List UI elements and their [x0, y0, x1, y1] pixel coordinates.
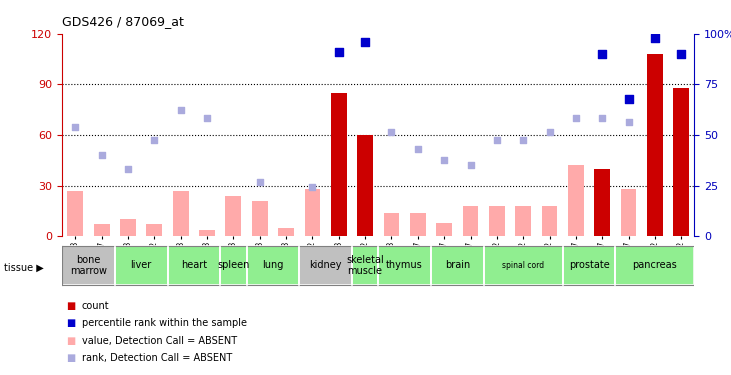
Point	[518, 137, 529, 143]
Point	[386, 129, 398, 135]
Point	[69, 124, 81, 130]
Bar	[299, 246, 352, 285]
Bar	[357, 135, 373, 236]
Point	[333, 49, 344, 55]
Text: thymus: thymus	[386, 260, 423, 270]
Point	[570, 115, 582, 121]
Text: count: count	[82, 301, 110, 310]
Bar	[331, 93, 346, 236]
Bar	[146, 224, 162, 236]
Bar	[67, 190, 83, 236]
Text: kidney: kidney	[309, 260, 342, 270]
Bar	[246, 246, 299, 285]
Bar	[621, 189, 637, 236]
Bar	[616, 246, 694, 285]
Text: brain: brain	[444, 260, 470, 270]
Point	[675, 51, 687, 57]
Bar	[410, 213, 425, 236]
Bar	[463, 206, 478, 236]
Point	[148, 137, 160, 143]
Bar	[384, 213, 399, 236]
Point	[491, 137, 503, 143]
Point	[412, 146, 424, 152]
Point	[596, 115, 608, 121]
Bar	[515, 206, 531, 236]
Point	[254, 179, 265, 185]
Bar	[199, 230, 215, 236]
Text: rank, Detection Call = ABSENT: rank, Detection Call = ABSENT	[82, 354, 232, 363]
Bar	[431, 246, 484, 285]
Text: bone
marrow: bone marrow	[70, 255, 107, 276]
Bar	[305, 189, 320, 236]
Text: ■: ■	[66, 318, 75, 328]
Bar	[647, 54, 663, 236]
Text: value, Detection Call = ABSENT: value, Detection Call = ABSENT	[82, 336, 237, 346]
Text: lung: lung	[262, 260, 284, 270]
Text: heart: heart	[181, 260, 207, 270]
Point	[623, 96, 635, 102]
Text: liver: liver	[131, 260, 152, 270]
Bar	[225, 196, 241, 236]
Text: tissue ▶: tissue ▶	[4, 263, 43, 273]
Bar	[489, 206, 504, 236]
Text: skeletal
muscle: skeletal muscle	[346, 255, 384, 276]
Bar	[568, 165, 584, 236]
Point	[122, 166, 134, 172]
Bar	[436, 223, 452, 236]
Bar	[352, 246, 379, 285]
Point	[623, 118, 635, 124]
Bar	[484, 246, 563, 285]
Bar	[251, 201, 268, 236]
Bar	[173, 190, 189, 236]
Text: spinal cord: spinal cord	[502, 261, 545, 270]
Bar	[120, 219, 136, 236]
Bar	[220, 246, 246, 285]
Text: GDS426 / 87069_at: GDS426 / 87069_at	[62, 15, 184, 28]
Bar	[279, 228, 294, 236]
Point	[359, 39, 371, 45]
Bar	[379, 246, 431, 285]
Point	[439, 158, 450, 164]
Text: ■: ■	[66, 301, 75, 310]
Text: pancreas: pancreas	[632, 260, 678, 270]
Bar	[94, 224, 110, 236]
Point	[465, 162, 477, 168]
Point	[306, 184, 318, 190]
Point	[96, 152, 107, 158]
Text: ■: ■	[66, 336, 75, 346]
Text: prostate: prostate	[569, 260, 610, 270]
Point	[175, 106, 186, 112]
Bar	[594, 169, 610, 236]
Text: spleen: spleen	[217, 260, 249, 270]
Point	[544, 129, 556, 135]
Bar	[115, 246, 167, 285]
Point	[596, 51, 608, 57]
Point	[649, 35, 661, 41]
Text: percentile rank within the sample: percentile rank within the sample	[82, 318, 247, 328]
Point	[201, 115, 213, 121]
Bar	[62, 246, 115, 285]
Bar	[563, 246, 616, 285]
Bar	[542, 206, 558, 236]
Text: ■: ■	[66, 354, 75, 363]
Bar	[673, 88, 689, 236]
Bar	[167, 246, 220, 285]
